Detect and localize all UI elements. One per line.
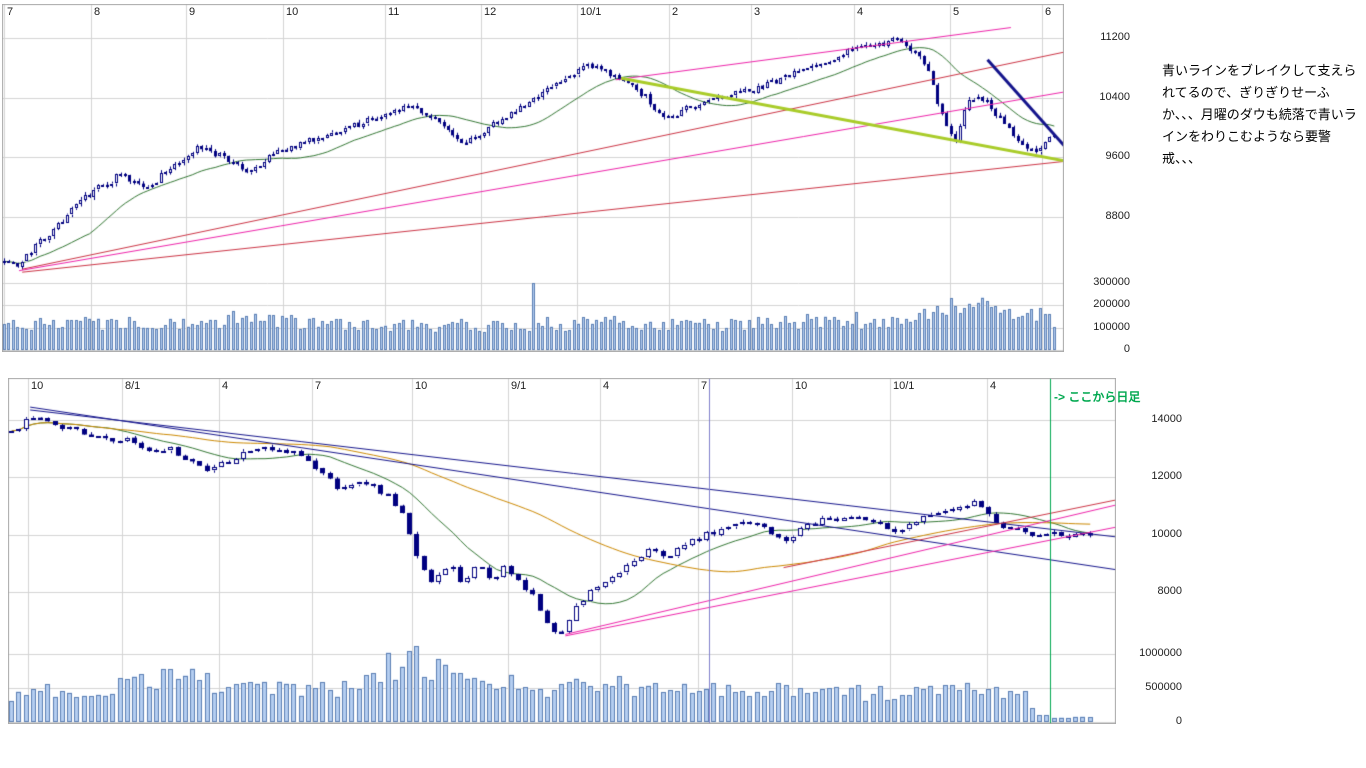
x-axis-label: 10 (415, 380, 428, 392)
volume-axis-label: 500000 (1145, 681, 1182, 693)
x-axis-label: 3 (754, 6, 761, 18)
volume-axis-label: 0 (1175, 715, 1182, 727)
x-axis-label: 5 (953, 6, 960, 18)
x-axis-label: 7 (7, 6, 14, 18)
lower-chart-panel: 10 8/1 4 7 10 9/1 4 7 10 10/1 4 14000 12000 10000 8000… (8, 378, 1182, 727)
price-axis-label: 10000 (1151, 528, 1182, 540)
x-axis-label: 10 (31, 380, 44, 392)
x-axis-label: 10/1 (893, 380, 915, 392)
price-axis-label: 9600 (1105, 150, 1130, 162)
upper-chart-panel: 7 8 9 10 11 12 10/1 2 3 4 5 6 11200 10400 9600 8800 3000… (2, 4, 1130, 355)
x-axis-label: 8/1 (125, 380, 141, 392)
lower-chart-canvas (8, 378, 1116, 724)
price-axis-label: 11200 (1100, 31, 1130, 43)
volume-axis-label: 300000 (1093, 276, 1130, 288)
price-axis-label: 8800 (1105, 210, 1130, 222)
x-axis-label: 4 (222, 380, 229, 392)
x-axis-label: 10/1 (580, 6, 602, 18)
price-axis-label: 10400 (1099, 91, 1130, 103)
daily-timeframe-note: -> ここから日足 (1054, 390, 1141, 404)
x-axis-label: 4 (857, 6, 864, 18)
x-axis-label: 4 (990, 380, 997, 392)
volume-axis-label: 200000 (1093, 298, 1130, 310)
x-axis-label: 6 (1045, 6, 1052, 18)
price-axis-label: 8000 (1157, 585, 1182, 597)
volume-axis-label: 100000 (1093, 321, 1130, 333)
price-axis-label: 12000 (1151, 470, 1182, 482)
x-axis-label: 7 (701, 380, 708, 392)
x-axis-label: 4 (603, 380, 610, 392)
x-axis-label: 9 (189, 6, 196, 18)
x-axis-label: 9/1 (511, 380, 527, 392)
price-axis-label: 14000 (1151, 413, 1182, 425)
x-axis-label: 10 (795, 380, 808, 392)
x-axis-label: 10 (286, 6, 299, 18)
volume-axis-label: 1000000 (1139, 647, 1182, 659)
x-axis-label: 2 (672, 6, 679, 18)
x-axis-label: 11 (388, 6, 400, 18)
x-axis-label: 7 (315, 380, 322, 392)
upper-chart-canvas (2, 4, 1064, 352)
x-axis-label: 12 (484, 6, 497, 18)
x-axis-label: 8 (94, 6, 101, 18)
analysis-note: 青いラインをブレイクして支えられてるので、ぎりぎりせーふか、、、月曜のダウも続落… (1162, 63, 1357, 166)
volume-axis-label: 0 (1123, 343, 1130, 355)
